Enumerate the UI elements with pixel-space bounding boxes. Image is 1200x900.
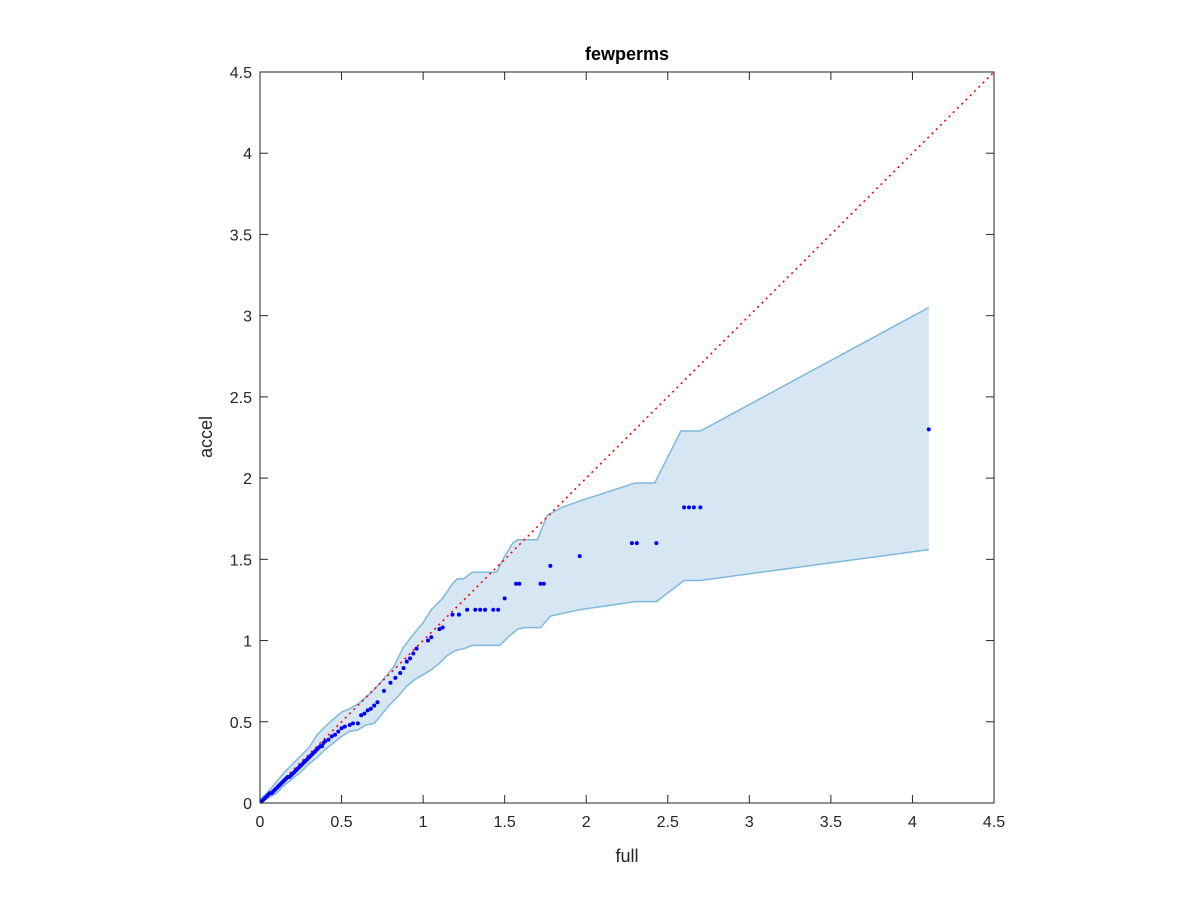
data-point — [365, 708, 370, 713]
data-point — [483, 607, 488, 612]
data-point — [698, 505, 703, 510]
x-tick-label: 4 — [908, 814, 917, 831]
y-tick-label: 1 — [243, 634, 252, 651]
data-point — [323, 739, 328, 744]
data-point — [473, 607, 478, 612]
x-tick-label: 0 — [256, 814, 265, 831]
data-point — [393, 675, 398, 680]
data-point — [355, 721, 360, 726]
y-tick-label: 2.5 — [230, 390, 252, 407]
y-axis-label: accel — [196, 416, 216, 458]
data-point — [326, 737, 331, 742]
x-tick-label: 2.5 — [657, 814, 679, 831]
axes: 0 0.5 1 1.5 2 2.5 3 3.5 4 4.5 0 0.5 1 1.5 2 2.5 3 3.5 4 4.5 — [230, 65, 1005, 831]
data-point — [333, 732, 338, 737]
band-lower-edge — [259, 548, 929, 804]
data-point — [429, 635, 434, 640]
data-point — [408, 656, 413, 661]
data-point — [514, 581, 519, 586]
data-point — [629, 541, 634, 546]
data-point — [682, 505, 687, 510]
data-point — [336, 729, 341, 734]
y-tick-label: 0 — [243, 796, 252, 813]
x-tick-label: 3.5 — [820, 814, 842, 831]
data-point — [465, 607, 470, 612]
x-tick-label: 3 — [745, 814, 754, 831]
data-point — [496, 607, 501, 612]
band-upper-edge — [259, 306, 930, 801]
data-point — [347, 723, 352, 728]
y-tick-label: 2 — [243, 471, 252, 488]
data-point — [350, 721, 355, 726]
data-point — [577, 554, 582, 559]
data-point — [926, 427, 931, 432]
data-point — [372, 703, 377, 708]
data-point — [398, 671, 403, 676]
x-tick-label: 4.5 — [983, 814, 1005, 831]
data-point — [388, 680, 393, 685]
data-point — [401, 666, 406, 671]
data-point — [437, 627, 442, 632]
data-point — [426, 638, 431, 643]
data-point — [339, 726, 344, 731]
data-point — [538, 581, 543, 586]
data-point — [404, 659, 409, 664]
data-point — [329, 734, 334, 739]
data-point — [541, 581, 546, 586]
data-point — [411, 651, 416, 656]
y-tick-label: 4 — [243, 146, 252, 163]
data-point — [414, 646, 419, 651]
data-point — [375, 700, 380, 705]
data-point — [319, 744, 324, 749]
data-point — [686, 505, 691, 510]
confidence-band — [260, 307, 929, 803]
identity-line — [259, 71, 995, 804]
x-tick-label: 2 — [582, 814, 591, 831]
y-tick-label: 1.5 — [230, 552, 252, 569]
data-point — [362, 711, 367, 716]
x-tick-label: 1 — [419, 814, 428, 831]
data-point — [691, 505, 696, 510]
data-point — [456, 612, 461, 617]
y-tick-label: 3.5 — [230, 227, 252, 244]
y-tick-label: 4.5 — [230, 65, 252, 82]
data-point — [517, 581, 522, 586]
x-axis-label: full — [615, 846, 638, 866]
data-point — [381, 688, 386, 693]
y-tick-label: 3 — [243, 309, 252, 326]
data-point — [450, 612, 455, 617]
data-point — [342, 724, 347, 729]
y-tick-label: 0.5 — [230, 715, 252, 732]
chart-title: fewperms — [585, 44, 669, 64]
x-tick-label: 1.5 — [494, 814, 516, 831]
data-point — [478, 607, 483, 612]
plot-area — [259, 71, 995, 804]
x-tick-label: 0.5 — [330, 814, 352, 831]
data-point — [368, 706, 373, 711]
data-point — [440, 625, 445, 630]
data-point — [634, 541, 639, 546]
data-point — [491, 607, 496, 612]
data-point — [654, 541, 659, 546]
data-point — [502, 596, 507, 601]
data-point — [548, 563, 553, 568]
axes-box — [259, 71, 995, 804]
data-point — [359, 713, 364, 718]
